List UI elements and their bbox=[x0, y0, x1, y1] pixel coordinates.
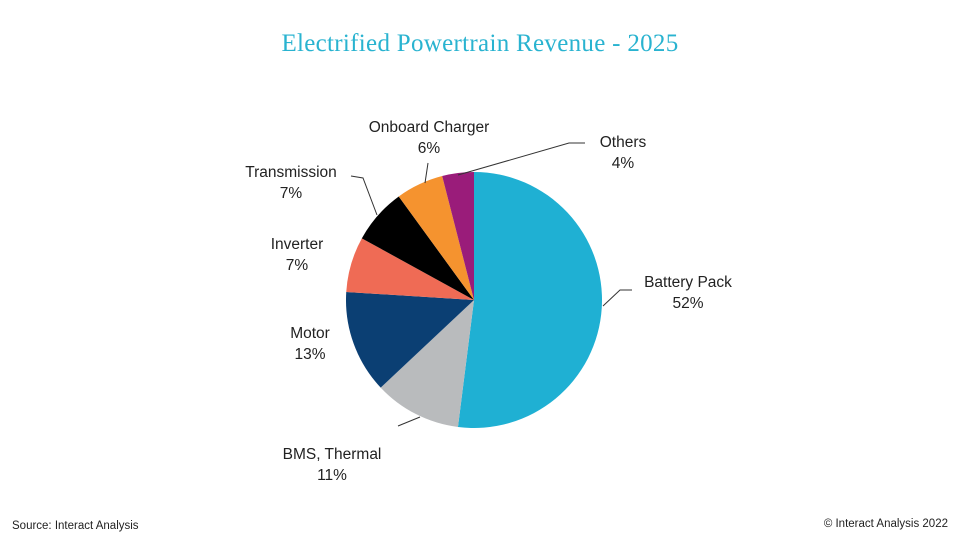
slice-label-onboard-charger: Onboard Charger bbox=[369, 119, 490, 136]
slice-value-onboard-charger: 6% bbox=[418, 140, 441, 157]
leader-line-onboard-charger bbox=[424, 162, 429, 184]
leader-lines bbox=[350, 142, 632, 427]
slice-label-battery-pack: Battery Pack bbox=[644, 274, 732, 291]
slice-onboard-charger bbox=[398, 176, 474, 300]
chart-title: Electrified Powertrain Revenue - 2025 bbox=[281, 30, 679, 57]
slice-inverter bbox=[346, 238, 474, 300]
slice-battery-pack bbox=[457, 172, 603, 428]
slice-label-inverter: Inverter bbox=[271, 236, 324, 253]
leader-line-bms-thermal bbox=[397, 416, 421, 427]
source-note: Source: Interact Analysis bbox=[12, 520, 139, 532]
slice-bms-thermal bbox=[380, 300, 474, 427]
leader-line-transmission bbox=[350, 175, 378, 216]
slice-value-inverter: 7% bbox=[286, 257, 309, 274]
slice-value-battery-pack: 52% bbox=[672, 295, 703, 312]
slice-value-transmission: 7% bbox=[280, 185, 303, 202]
slice-label-others: Others bbox=[600, 134, 647, 151]
leader-line-battery-pack bbox=[602, 289, 632, 307]
pie-slices bbox=[345, 172, 603, 428]
slice-value-others: 4% bbox=[612, 155, 635, 172]
slice-value-bms-thermal: 11% bbox=[317, 467, 347, 484]
slice-value-motor: 13% bbox=[294, 346, 325, 363]
slice-label-bms-thermal: BMS, Thermal bbox=[283, 446, 382, 463]
slice-labels: Battery Pack 52% BMS, Thermal 11% Motor 13% In… bbox=[245, 119, 732, 484]
leader-line-others bbox=[457, 142, 585, 176]
copyright-note: © Interact Analysis 2022 bbox=[823, 518, 948, 530]
slice-others bbox=[442, 172, 474, 300]
slice-label-motor: Motor bbox=[290, 325, 330, 342]
slice-label-transmission: Transmission bbox=[245, 164, 337, 181]
slice-motor bbox=[345, 291, 474, 388]
slice-transmission bbox=[361, 196, 474, 300]
